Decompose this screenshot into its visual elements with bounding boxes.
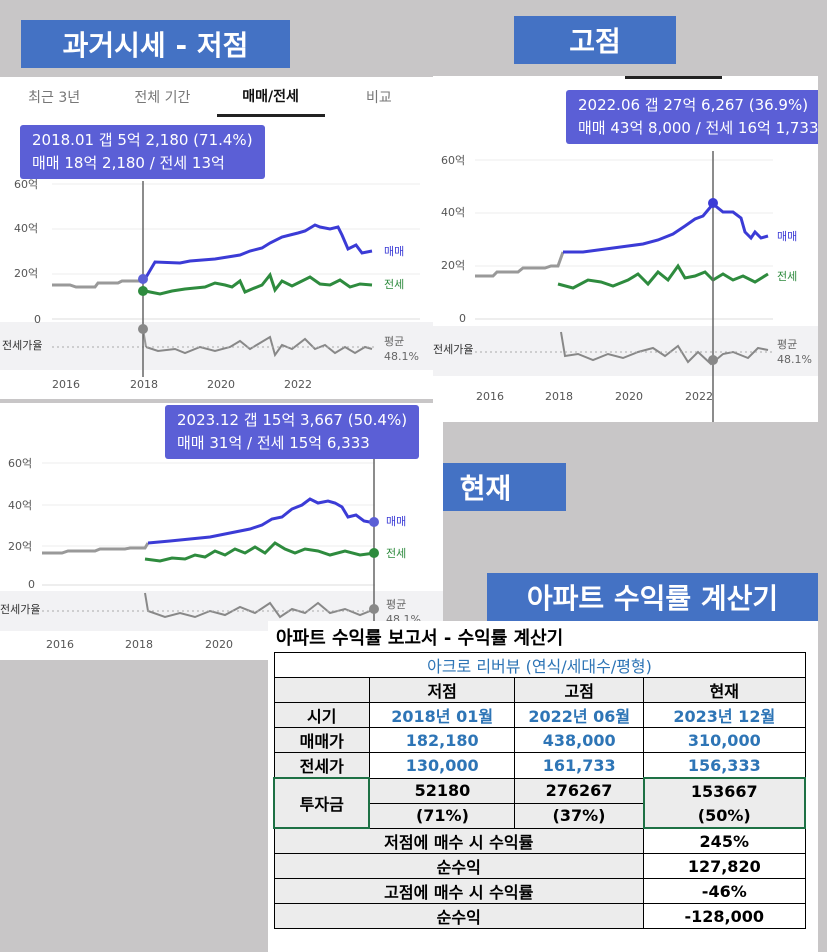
cell[interactable]: (71%) (368, 802, 516, 829)
price-chart-low: 60억 40억 20억 0 2016 2018 2020 2022 매매 전세 … (0, 178, 433, 391)
summary-value[interactable]: 127,820 (643, 853, 806, 879)
x-tick: 2018 (125, 638, 153, 651)
svg-text:평균: 평균 (386, 598, 406, 611)
tooltip-line-1: 2022.06 갭 27억 6,267 (36.9%) (578, 96, 809, 114)
banner-high: 고점 (514, 16, 676, 64)
legend-sale: 매매 (384, 245, 404, 258)
x-tick: 2016 (52, 378, 80, 391)
legend-avg: 평균 (384, 335, 404, 348)
chart-panel-now: 60억 40억 20억 0 2016 2018 2020 매매 전세 전세가율 … (0, 403, 443, 660)
chart-panel-high: 60억 40억 20억 0 2016 2018 2020 2022 매매 전세 … (433, 76, 818, 422)
x-tick: 2018 (130, 378, 158, 391)
y-tick: 60억 (441, 154, 465, 167)
y-tick: 20억 (8, 540, 32, 553)
cell[interactable]: 130,000 (368, 752, 516, 779)
x-tick: 2022 (284, 378, 312, 391)
cell[interactable]: 438,000 (514, 727, 645, 753)
svg-text:전세: 전세 (777, 270, 797, 283)
active-tab-underline (625, 76, 722, 79)
banner-low: 과거시세 - 저점 (21, 20, 290, 68)
ratio-line (145, 335, 373, 358)
header-high: 고점 (514, 677, 645, 703)
x-tick: 2020 (207, 378, 235, 391)
summary-label: 고점에 매수 시 수익률 (273, 878, 645, 904)
jeonse-line (140, 271, 373, 296)
cell[interactable]: (37%) (514, 802, 645, 829)
x-tick: 2020 (615, 390, 643, 403)
x-tick: 2018 (545, 390, 573, 403)
tooltip-low: 2018.01 갭 5억 2,180 (71.4%) 매매 18억 2,180 … (20, 125, 265, 179)
summary-value[interactable]: 245% (643, 827, 806, 854)
cell[interactable]: 52180 (368, 777, 516, 804)
legend-ratio: 전세가율 (2, 339, 42, 352)
header-blank (273, 677, 370, 703)
x-tick: 2020 (205, 638, 233, 651)
sale-line-before (52, 277, 146, 289)
calc-title: 아파트 수익률 보고서 - 수익률 계산기 (276, 628, 564, 649)
svg-text:전세가율: 전세가율 (0, 603, 40, 616)
cell[interactable]: 276267 (514, 777, 645, 804)
row-label-sale-price: 매매가 (273, 727, 370, 753)
tooltip-line-2: 매매 31억 / 전세 15억 6,333 (177, 434, 370, 452)
svg-text:매매: 매매 (777, 230, 797, 243)
x-tick: 2016 (476, 390, 504, 403)
svg-text:전세: 전세 (386, 547, 406, 560)
tooltip-line-1: 2018.01 갭 5억 2,180 (71.4%) (32, 131, 253, 149)
header-low: 저점 (368, 677, 516, 703)
tooltip-line-1: 2023.12 갭 15억 3,667 (50.4%) (177, 411, 408, 429)
cell[interactable]: 182,180 (368, 727, 516, 753)
y-tick: 40억 (8, 499, 32, 512)
cell[interactable]: 156,333 (643, 752, 806, 779)
summary-value[interactable]: -46% (643, 878, 806, 904)
cell-selected[interactable]: 153667 (642, 777, 807, 803)
cell[interactable]: 310,000 (643, 727, 806, 753)
sale-line (143, 223, 373, 280)
svg-text:전세가율: 전세가율 (433, 343, 473, 356)
summary-label: 순수익 (273, 903, 645, 929)
tooltip-now: 2023.12 갭 15억 3,667 (50.4%) 매매 31억 / 전세 … (165, 405, 420, 459)
y-tick: 60억 (8, 457, 32, 470)
calculator-sheet: 아파트 수익률 보고서 - 수익률 계산기 아크로 리버뷰 (연식/세대수/평형… (268, 621, 818, 952)
calc-table: 아크로 리버뷰 (연식/세대수/평형) 저점 고점 현재 시기 2018년 01… (272, 652, 807, 929)
tooltip-line-2: 매매 18억 2,180 / 전세 13억 (32, 154, 225, 172)
calc-subtitle: 아크로 리버뷰 (연식/세대수/평형) (273, 652, 806, 678)
tooltip-high: 2022.06 갭 27억 6,267 (36.9%) 매매 43억 8,000… (566, 90, 818, 144)
cell[interactable]: 161,733 (514, 752, 645, 779)
y-tick: 0 (28, 578, 35, 591)
tooltip-line-2: 매매 43억 8,000 / 전세 16억 1,733 (578, 119, 818, 137)
chart-panel-low: 최근 3년 전체 기간 매매/전세 비교 60억 40억 20억 0 2016 … (0, 77, 433, 399)
svg-text:평균: 평균 (777, 338, 797, 351)
y-tick: 20억 (14, 267, 38, 280)
cell-selected[interactable]: (50%) (642, 803, 807, 829)
tab-recent-3y[interactable]: 최근 3년 (28, 90, 81, 106)
x-tick: 2022 (685, 390, 713, 403)
cell[interactable]: 2018년 01월 (368, 702, 516, 728)
legend-jeonse: 전세 (384, 278, 404, 291)
svg-text:48.1%: 48.1% (777, 353, 812, 366)
y-tick: 60억 (14, 178, 38, 191)
period-tabs: 최근 3년 전체 기간 매매/전세 비교 (0, 77, 433, 117)
row-label-investment: 투자금 (272, 777, 371, 829)
header-now: 현재 (643, 677, 806, 703)
cell[interactable]: 2022년 06월 (514, 702, 645, 728)
y-tick: 0 (459, 312, 466, 325)
y-tick: 40억 (14, 222, 38, 235)
summary-label: 저점에 매수 시 수익률 (273, 827, 645, 854)
y-tick: 40억 (441, 206, 465, 219)
cell[interactable]: 2023년 12월 (643, 702, 806, 728)
tab-compare[interactable]: 비교 (365, 90, 392, 106)
tab-all-period[interactable]: 전체 기간 (134, 90, 191, 106)
tab-sale-jeonse[interactable]: 매매/전세 (216, 77, 325, 117)
banner-calc: 아파트 수익률 계산기 (487, 573, 818, 621)
summary-label: 순수익 (273, 853, 645, 879)
price-chart-high: 60억 40억 20억 0 2016 2018 2020 2022 매매 전세 … (433, 151, 818, 422)
x-tick: 2016 (46, 638, 74, 651)
row-label-period: 시기 (273, 702, 370, 728)
row-label-jeonse-price: 전세가 (273, 752, 370, 779)
legend-avg-value: 48.1% (384, 350, 419, 363)
y-tick: 20억 (441, 259, 465, 272)
summary-value[interactable]: -128,000 (643, 903, 806, 929)
svg-text:매매: 매매 (386, 515, 406, 528)
y-tick: 0 (34, 313, 41, 326)
